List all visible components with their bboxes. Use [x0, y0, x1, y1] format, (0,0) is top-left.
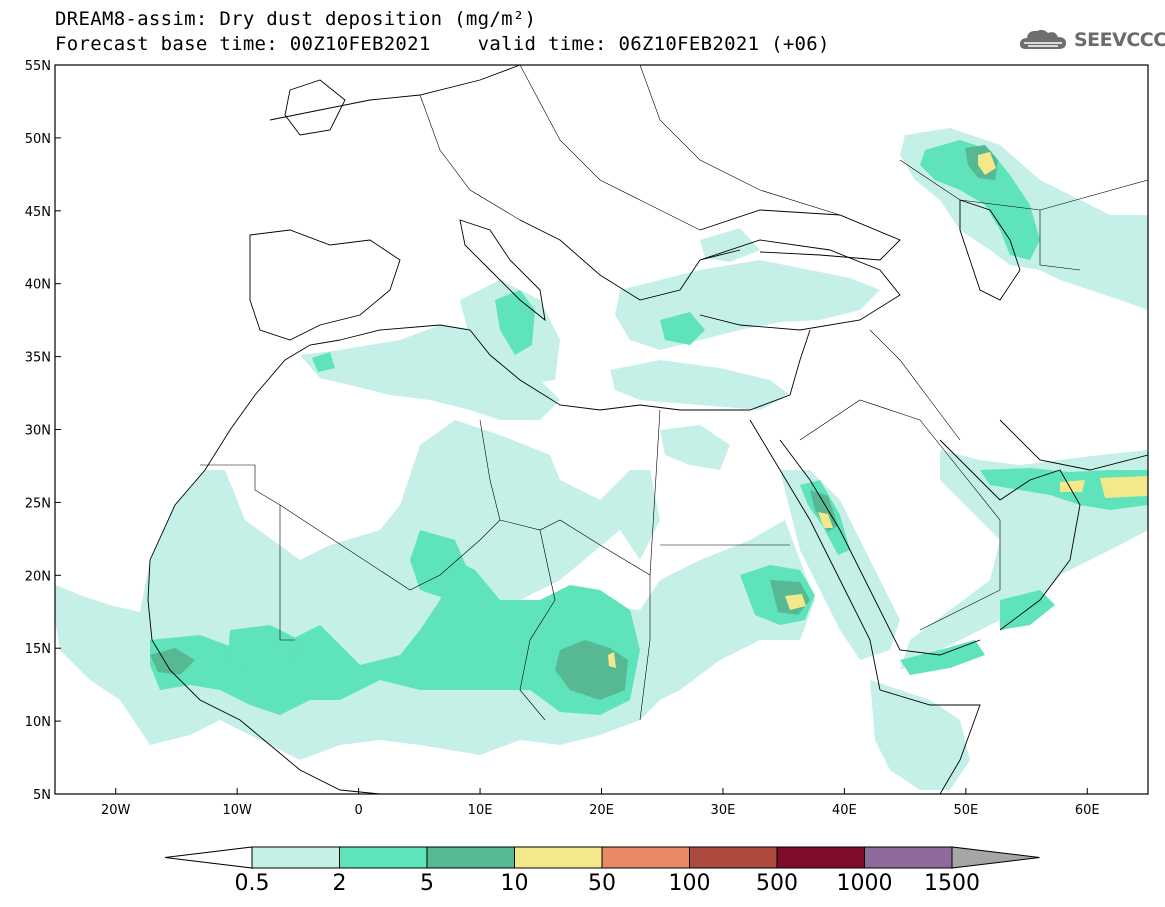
deposition-area-red-sea-dark: [810, 490, 838, 532]
coastline-guinea-gulf: [147, 559, 381, 795]
coastline-turkey: [699, 239, 901, 331]
border-europe-1: [419, 94, 521, 221]
coastline-italy: [459, 219, 546, 322]
country-borders: [200, 64, 1149, 721]
deposition-area-gulf-peak2: [1060, 480, 1085, 492]
border-kazakh-2: [1039, 210, 1081, 271]
deposition-area-egypt: [660, 425, 730, 470]
deposition-area-libya: [610, 360, 790, 410]
deposition-area-morocco: [312, 352, 335, 372]
lon-tick-label: 10E: [468, 803, 493, 818]
coastline-red-sea-west: [749, 419, 881, 691]
deposition-shading: [55, 128, 1148, 790]
lon-tick-label: 20E: [589, 803, 614, 818]
deposition-area-caspian-inner: [920, 140, 1040, 260]
lon-tick-label: 50E: [953, 803, 978, 818]
border-mauritania: [200, 464, 295, 641]
deposition-area-mali: [228, 625, 300, 670]
lon-tick-label: 20W: [101, 803, 131, 818]
border-chad: [519, 529, 556, 721]
coastline-europe-north: [269, 64, 521, 121]
deposition-area-sicily: [495, 290, 535, 355]
border-libya: [479, 409, 661, 576]
coastline-arabia-gulf: [939, 439, 1081, 631]
lat-tick-label: 10N: [25, 715, 51, 730]
lat-tick-label: 5N: [33, 788, 51, 803]
coastlines: [147, 64, 1149, 795]
lon-tick-label: 40E: [832, 803, 857, 818]
seevccc-logo: SEEVCCC: [1018, 27, 1165, 53]
border-algeria-mali: [279, 504, 501, 591]
lat-tick-label: 25N: [25, 496, 51, 511]
lat-tick-label: 40N: [25, 278, 51, 293]
longitude-axis: 20W 10W 0 10E 20E 30E 40E 50E 60E: [101, 788, 1100, 818]
border-iraq-iran: [869, 329, 961, 441]
coastline-west-africa: [149, 339, 341, 561]
coastline-levant: [789, 329, 811, 396]
coastline-britain: [284, 79, 346, 136]
lon-tick-label: 30E: [711, 803, 736, 818]
forecast-time-subtitle: Forecast base time: 00Z10FEB2021 valid t…: [55, 33, 830, 55]
map-title: DREAM8-assim: Dry dust deposition (mg/m²…: [55, 8, 537, 30]
lon-tick-label: 60E: [1075, 803, 1100, 818]
coastline-horn-africa: [879, 689, 981, 795]
deposition-area-bosphorus: [700, 228, 760, 262]
lat-tick-label: 55N: [25, 59, 51, 74]
deposition-area-yemen: [900, 640, 985, 675]
deposition-area-gulf-peak: [1100, 476, 1148, 498]
lon-tick-label: 10W: [222, 803, 252, 818]
deposition-area-red-sea: [780, 470, 900, 660]
border-sudan-chad: [639, 575, 651, 721]
coastline-black-sea: [699, 209, 901, 261]
lat-tick-label: 20N: [25, 569, 51, 584]
coastline-red-sea-east: [779, 439, 981, 656]
coastline-mediterranean-africa: [339, 324, 791, 411]
deposition-area-crete: [660, 312, 705, 345]
deposition-area-sahel-inner: [150, 560, 640, 715]
lat-tick-label: 50N: [25, 132, 51, 147]
cloud-icon: [1019, 29, 1066, 49]
lat-tick-label: 45N: [25, 205, 51, 220]
border-europe-2: [519, 64, 701, 231]
lat-tick-label: 35N: [25, 351, 51, 366]
lon-tick-label: 0: [354, 803, 362, 818]
latitude-axis: 55N 50N 45N 40N 35N 30N 25N 20N 15N 10N 5N: [25, 59, 61, 803]
deposition-area-sudan-peak: [785, 594, 806, 610]
border-saudi: [799, 399, 1001, 631]
lat-tick-label: 30N: [25, 424, 51, 439]
deposition-area-somalia: [870, 680, 970, 790]
logo-text: SEEVCCC: [1074, 29, 1165, 51]
coastline-iran: [999, 419, 1149, 471]
coastline-caspian: [959, 199, 1021, 301]
border-kazakh: [899, 159, 1149, 211]
border-europe-3: [639, 64, 841, 216]
deposition-area-chad-peak: [608, 652, 616, 668]
deposition-area-volga-peak: [978, 152, 996, 175]
deposition-area-red-sea-peak: [818, 512, 833, 528]
lat-tick-label: 15N: [25, 642, 51, 657]
coastline-iberia: [249, 229, 401, 341]
